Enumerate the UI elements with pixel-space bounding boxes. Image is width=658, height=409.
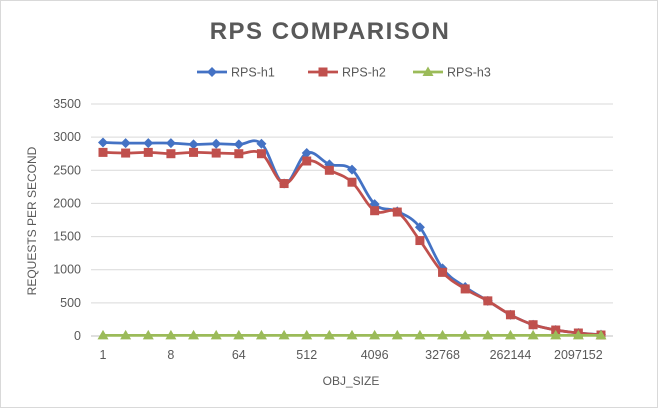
data-point-rps-h2 [324,165,334,175]
data-point-rps-h3 [255,329,267,340]
y-tick-label: 0 [74,329,81,343]
x-tick-label: 1 [100,348,107,362]
data-point-rps-h1 [188,139,199,150]
x-tick-label: 32768 [425,348,460,362]
data-point-rps-h1 [98,137,108,148]
data-point-rps-h3 [414,329,426,340]
x-tick-label: 512 [296,348,317,362]
legend-swatch-marker [207,67,217,77]
data-point-rps-h3 [527,329,539,340]
data-point-rps-h1 [143,138,154,149]
legend-item-rps-h2: RPS-h2 [308,66,386,80]
data-point-rps-h2 [279,179,289,189]
data-point-rps-h3 [482,329,494,340]
data-point-rps-h1 [347,164,357,175]
x-tick-label: 4096 [361,348,389,362]
data-point-rps-h2 [189,147,199,157]
series-rps-h3 [97,329,607,340]
data-point-rps-h3 [323,329,335,340]
legend-label: RPS-h1 [231,66,275,80]
data-point-rps-h2 [370,206,380,216]
data-point-rps-h2 [234,149,244,159]
series-rps-h2 [98,147,606,340]
data-point-rps-h2 [347,177,357,187]
data-point-rps-h3 [369,329,381,340]
data-point-rps-h2 [143,147,153,157]
legend-item-rps-h1: RPS-h1 [197,66,275,80]
gridlines [91,103,613,337]
data-point-rps-h3 [188,329,200,340]
data-point-rps-h1 [256,138,267,149]
y-axis-title: REQUESTS PER SECOND [25,146,39,295]
data-point-rps-h2 [302,156,312,166]
x-tick-label: 64 [232,348,246,362]
x-tick-label: 262144 [490,348,532,362]
data-point-rps-h3 [165,329,177,340]
y-tick-label: 1000 [53,263,81,277]
chart-title: RPS COMPARISON [210,18,451,45]
data-point-rps-h3 [278,329,290,340]
data-point-rps-h2 [505,310,515,320]
data-point-rps-h3 [97,329,109,340]
data-point-rps-h3 [504,329,516,340]
y-axis-ticks: 0 500 1000 1500 2000 2500 3000 3500 [53,97,81,343]
data-point-rps-h2 [460,284,470,294]
chart-legend: RPS-h1 RPS-h2 RPS-h3 [197,66,491,80]
x-tick-label: 2097152 [554,348,603,362]
y-tick-label: 2000 [53,196,81,210]
data-point-rps-h1 [233,139,244,150]
y-tick-label: 500 [60,296,81,310]
legend-label: RPS-h3 [447,66,491,80]
data-point-rps-h2 [392,207,402,217]
data-point-rps-h2 [166,149,176,159]
legend-swatch-marker [422,66,434,76]
data-point-rps-h3 [595,329,607,340]
data-point-rps-h2 [528,320,538,330]
legend-label: RPS-h2 [342,66,386,80]
data-point-rps-h3 [346,329,358,340]
data-point-rps-h3 [550,329,562,340]
data-point-rps-h3 [391,329,403,340]
data-point-rps-h2 [483,296,493,306]
series-group [97,137,607,340]
data-point-rps-h2 [415,236,425,246]
x-axis-ticks: 1 8 64 512 4096 32768 262144 2097152 [100,348,603,362]
data-point-rps-h3 [120,329,132,340]
data-point-rps-h3 [572,329,584,340]
y-tick-label: 1500 [53,230,81,244]
data-point-rps-h1 [301,148,312,159]
legend-item-rps-h3: RPS-h3 [413,66,491,80]
data-point-rps-h2 [256,149,266,159]
data-point-rps-h1 [211,138,222,149]
data-point-rps-h2 [98,147,108,157]
data-point-rps-h1 [165,138,176,149]
data-point-rps-h3 [233,329,245,340]
data-point-rps-h2 [438,267,448,277]
legend-swatch-marker [318,67,328,77]
data-point-rps-h3 [437,329,449,340]
y-tick-label: 3500 [53,97,81,111]
x-axis-title: OBJ_SIZE [323,374,380,388]
y-tick-label: 2500 [53,163,81,177]
data-point-rps-h3 [210,329,222,340]
x-tick-label: 8 [167,348,174,362]
data-point-rps-h3 [142,329,154,340]
data-point-rps-h1 [414,222,425,233]
data-point-rps-h3 [301,329,313,340]
series-rps-h1 [98,137,606,340]
data-point-rps-h2 [121,148,131,158]
data-point-rps-h3 [459,329,471,340]
data-point-rps-h1 [120,138,131,149]
y-tick-label: 3000 [53,130,81,144]
data-point-rps-h2 [211,148,221,158]
